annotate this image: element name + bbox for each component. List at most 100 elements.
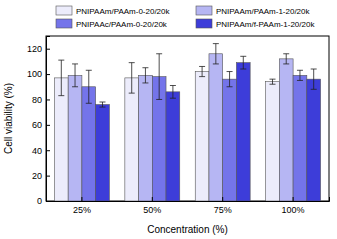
error-bar <box>311 69 317 89</box>
y-tick-label: 80 <box>32 95 42 105</box>
error-bar-cap <box>283 53 289 54</box>
y-tick-mark <box>46 74 50 75</box>
error-bar <box>297 70 303 80</box>
plot-frame <box>46 36 329 201</box>
y-tick: 80 <box>32 95 50 105</box>
error-bar-cap <box>72 63 78 64</box>
bar <box>266 82 280 201</box>
error-bar <box>240 56 246 69</box>
chart: 02040608010012025%50%75%100%Concentratio… <box>0 0 337 239</box>
x-tick: 50% <box>143 197 161 215</box>
y-tick: 100 <box>27 69 50 79</box>
error-bar-stem <box>131 63 132 93</box>
y-tick-label: 20 <box>32 171 42 181</box>
legend-item: PNIPAAm/f-PAAm-1-20/20k <box>196 19 315 29</box>
x-axis-line <box>47 197 330 202</box>
x-tick-mark <box>222 197 223 201</box>
legend-label: PNIPAAm/PAAm-0-20/20k <box>76 7 171 16</box>
bar <box>96 105 110 201</box>
plot-area: 02040608010012025%50%75%100% <box>27 36 330 215</box>
error-bar-stem <box>102 102 103 107</box>
error-bar-cap <box>283 63 289 64</box>
bar <box>279 59 293 201</box>
bar <box>307 79 321 201</box>
error-bar-cap <box>86 103 92 104</box>
error-bar-cap <box>270 79 276 80</box>
error-bar-cap <box>227 71 233 72</box>
bar <box>68 75 82 201</box>
legend-swatch <box>56 6 72 15</box>
y-axis-title: Cell viability (%) <box>3 83 14 154</box>
legend-label: PNIPAAc/PAAm-0-20/20k <box>76 20 168 29</box>
error-bar-cap <box>86 70 92 71</box>
error-bar-stem <box>243 56 244 69</box>
error-bar-stem <box>75 64 76 87</box>
error-bar-cap <box>170 85 176 86</box>
error-bar-stem <box>229 72 230 87</box>
error-bar <box>213 44 219 64</box>
error-bar <box>58 60 64 96</box>
error-bar <box>156 54 162 100</box>
error-bar-stem <box>88 70 89 103</box>
bar <box>139 75 153 201</box>
error-bar-cap <box>129 93 135 94</box>
error-bar <box>270 79 276 84</box>
y-tick-mark <box>46 99 50 100</box>
y-tick: 120 <box>27 44 50 54</box>
error-bar-cap <box>213 63 219 64</box>
error-bar-stem <box>272 79 273 84</box>
y-tick-mark <box>46 150 50 151</box>
legend-item: PNIPAAm/PAAm-0-20/20k <box>56 6 171 16</box>
x-tick: 25% <box>73 197 91 215</box>
error-bar-cap <box>199 76 205 77</box>
x-tick: 75% <box>214 197 232 215</box>
error-bar-cap <box>99 102 105 103</box>
series <box>54 60 279 201</box>
bar <box>82 87 96 201</box>
x-tick-label: 50% <box>143 205 161 215</box>
error-bar <box>72 64 78 87</box>
error-bar-stem <box>159 54 160 100</box>
y-axis-line <box>47 37 51 202</box>
error-bar-cap <box>156 53 162 54</box>
error-bar-cap <box>142 67 148 68</box>
y-tick: 20 <box>32 171 50 181</box>
error-bar-cap <box>227 86 233 87</box>
legend-label: PNIPAAm/PAAm-1-20/20k <box>216 7 311 16</box>
x-tick-mark <box>152 197 153 201</box>
y-tick-label: 0 <box>37 196 42 206</box>
legend-item: PNIPAAm/PAAm-1-20/20k <box>196 6 311 16</box>
bar <box>54 78 68 201</box>
bar <box>293 75 307 201</box>
y-tick-mark <box>46 125 50 126</box>
error-bar <box>227 72 233 87</box>
y-tick-label: 120 <box>27 44 42 54</box>
x-axis-title: Concentration (%) <box>147 224 228 235</box>
bar <box>166 92 180 201</box>
bar <box>195 72 209 201</box>
series <box>82 54 307 201</box>
error-bar <box>283 54 289 64</box>
error-bar-cap <box>297 70 303 71</box>
error-bar-cap <box>311 69 317 70</box>
legend-swatch <box>196 19 212 28</box>
y-tick-label: 40 <box>32 146 42 156</box>
error-bar-cap <box>129 62 135 63</box>
error-bar-stem <box>313 69 314 89</box>
error-bar <box>199 66 205 76</box>
bar <box>236 63 250 201</box>
error-bar-stem <box>145 68 146 83</box>
error-bar <box>142 68 148 83</box>
error-bar-cap <box>270 84 276 85</box>
y-tick-label: 100 <box>27 69 42 79</box>
error-bar-cap <box>58 60 64 61</box>
error-bar-cap <box>199 66 205 67</box>
error-bar-stem <box>215 44 216 64</box>
error-bar <box>129 63 135 93</box>
x-tick-mark <box>293 197 294 201</box>
error-bar-cap <box>213 43 219 44</box>
error-bar-cap <box>170 98 176 99</box>
y-tick: 60 <box>32 120 50 130</box>
legend-item: PNIPAAc/PAAm-0-20/20k <box>56 19 168 29</box>
error-bar-cap <box>58 95 64 96</box>
